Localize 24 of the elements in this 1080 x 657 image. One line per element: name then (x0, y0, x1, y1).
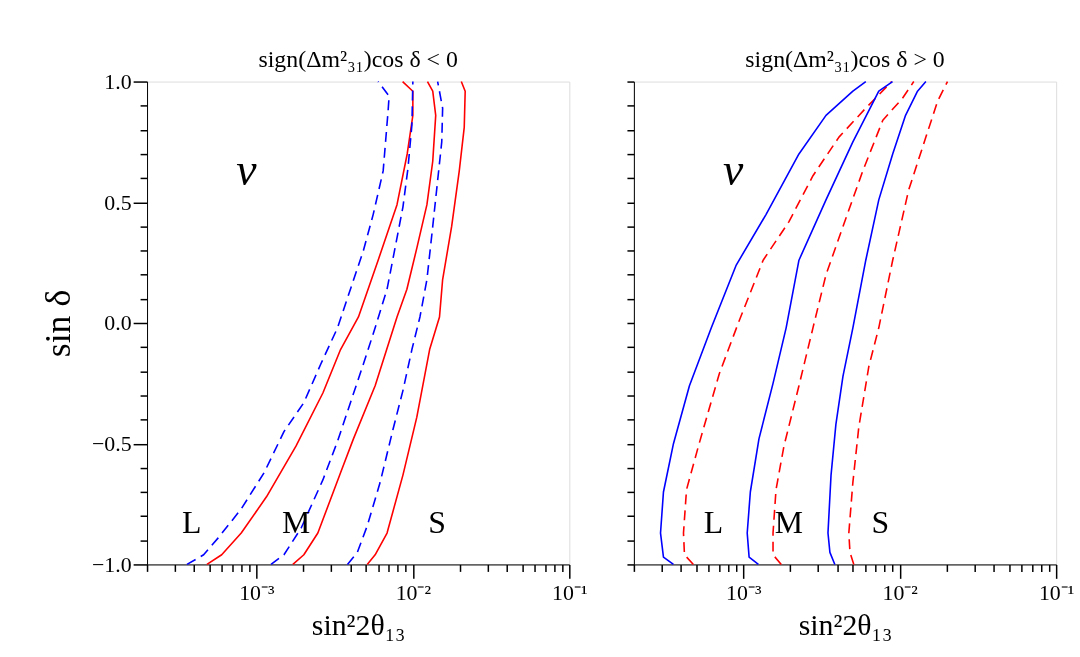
annotation: M (774, 504, 804, 540)
annotation: S (428, 504, 447, 540)
y-tick-label: 0.5 (104, 190, 132, 215)
x-tick-label: 10⁻³ (239, 580, 276, 605)
annotation: S (871, 504, 890, 540)
x-axis-title: sin²2θ₁₃ (311, 608, 406, 642)
chart-title: sign(Δm²₃₁)cos δ > 0 (745, 45, 945, 72)
y-tick-label: −1.0 (92, 552, 132, 577)
x-tick-label: 10⁻¹ (552, 580, 588, 605)
annotation: M (281, 504, 311, 540)
y-tick-label: −0.5 (92, 432, 132, 457)
annotation: ν (723, 143, 745, 195)
x-tick-label: 10⁻² (395, 580, 432, 605)
annotation: L (703, 504, 724, 540)
y-axis-title: sin δ (38, 289, 79, 358)
x-tick-label: 10⁻² (882, 580, 919, 605)
x-tick-label: 10⁻³ (726, 580, 762, 605)
x-tick-label: 10⁻¹ (1038, 580, 1075, 605)
annotation: ν (236, 143, 258, 195)
annotation: L (182, 504, 202, 540)
y-tick-label: 1.0 (104, 70, 132, 95)
chart-title: sign(Δm²₃₁)cos δ < 0 (258, 45, 458, 72)
x-axis-title: sin²2θ₁₃ (798, 608, 893, 642)
y-tick-label: 0.0 (104, 311, 132, 336)
